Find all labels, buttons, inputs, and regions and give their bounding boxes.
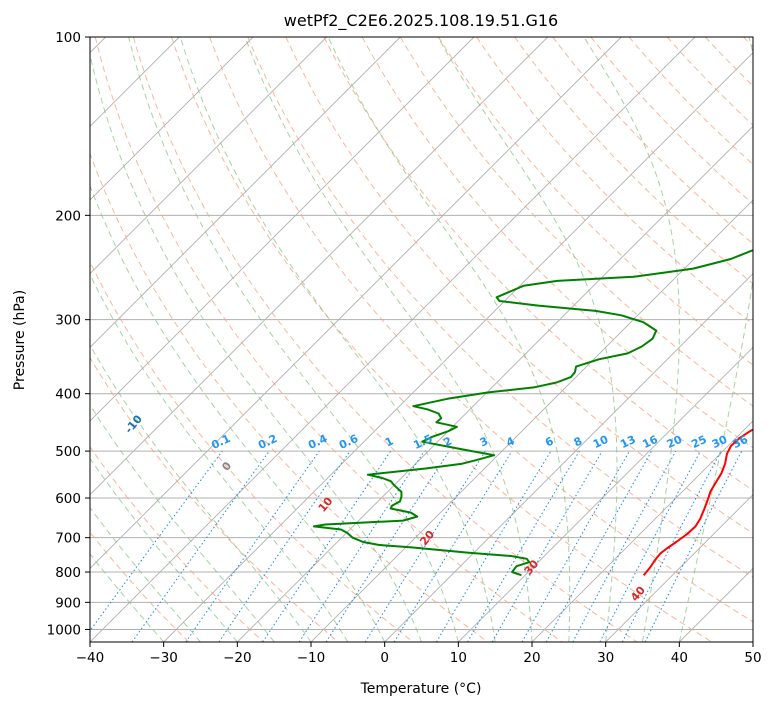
moist-adiabat-line xyxy=(128,37,459,642)
y-tick-label: 100 xyxy=(55,30,81,46)
moist-adiabat-line xyxy=(90,184,386,642)
dry-adiabat-line xyxy=(399,37,753,407)
moist-adiabat-line xyxy=(90,343,312,642)
isotherm-line xyxy=(531,420,753,642)
isotherm-line xyxy=(90,37,401,348)
x-tick-label: 10 xyxy=(450,650,467,666)
x-tick-label: −30 xyxy=(149,650,178,666)
isotherm-line xyxy=(90,37,548,496)
dry-adiabat-line xyxy=(361,37,753,449)
moist-adiabat-line xyxy=(678,37,753,642)
mixing-ratio-line xyxy=(521,450,630,642)
x-tick-label: 50 xyxy=(744,650,761,666)
mixing-ratio-line xyxy=(131,450,270,642)
moist-adiabat-line xyxy=(583,37,680,642)
mixing-ratio-label: 25 xyxy=(689,433,708,451)
isotherm-line xyxy=(90,37,327,275)
isotherm-line xyxy=(384,273,753,642)
mixing-ratio-label: 20 xyxy=(665,433,685,451)
x-tick-label: 0 xyxy=(380,650,389,666)
dry-adiabat-line xyxy=(285,37,753,535)
moist-adiabat-line xyxy=(90,553,165,642)
mixing-ratio-label: 30 xyxy=(710,433,730,451)
isotherm-line xyxy=(163,52,753,642)
mixing-ratio-line xyxy=(572,450,677,642)
moist-adiabat-line xyxy=(90,506,201,642)
mixing-ratio-label: 13 xyxy=(618,433,637,451)
isotherm-line xyxy=(90,37,622,569)
plot-frame xyxy=(89,36,754,643)
dry-adiabat-line xyxy=(590,37,753,205)
moist-adiabat-line xyxy=(90,404,275,642)
plot-area xyxy=(90,37,753,642)
dry-adiabat-line xyxy=(437,37,753,366)
y-tick-label: 600 xyxy=(55,491,81,507)
moist-adiabat-line xyxy=(90,273,349,642)
moist-adiabat-line xyxy=(179,37,496,642)
y-tick-label: 1000 xyxy=(47,622,81,638)
mixing-ratio-line xyxy=(218,450,351,642)
dry-adiabat-line xyxy=(94,37,563,642)
dry-adiabat-line xyxy=(90,260,414,642)
temperature-profile-line xyxy=(642,428,753,576)
y-tick-label: 700 xyxy=(55,531,81,547)
dry-adiabat-line xyxy=(171,37,712,642)
dry-adiabat-line xyxy=(247,37,753,578)
isotherm-line xyxy=(90,37,254,201)
dry-adiabat-line xyxy=(323,37,753,491)
dry-adiabat-line xyxy=(552,37,753,245)
mixing-ratio-label: 36 xyxy=(731,433,751,451)
mixing-ratio-line xyxy=(262,450,392,642)
y-tick-label: 400 xyxy=(55,387,81,403)
y-tick-label: 200 xyxy=(55,208,81,224)
isotherm-line xyxy=(90,37,475,422)
dry-adiabat-line xyxy=(209,37,753,623)
y-tick-label: 500 xyxy=(55,444,81,460)
mixing-ratio-line xyxy=(325,450,450,642)
dry-adiabat-line xyxy=(90,356,339,642)
x-tick-label: −10 xyxy=(297,650,326,666)
dry-adiabat-line xyxy=(90,446,264,642)
x-tick-label: 20 xyxy=(523,650,540,666)
isotherm-line xyxy=(237,125,753,642)
mixing-ratio-line xyxy=(298,450,425,642)
y-tick-label: 300 xyxy=(55,313,81,329)
moist-adiabat-line xyxy=(437,37,618,642)
moist-adiabat-line xyxy=(90,52,422,642)
x-axis-label: Temperature (°C) xyxy=(360,681,482,697)
x-tick-label: −40 xyxy=(76,650,105,666)
x-tick-label: 40 xyxy=(671,650,688,666)
y-tick-label: 800 xyxy=(55,565,81,581)
dry-adiabat-line xyxy=(132,37,638,642)
mixing-ratio-line xyxy=(90,450,223,632)
mixing-ratio-line xyxy=(644,450,743,642)
y-tick-label: 900 xyxy=(55,595,81,611)
x-tick-label: 30 xyxy=(597,650,614,666)
moist-adiabat-line xyxy=(90,457,238,642)
moist-adiabat-line xyxy=(327,37,571,642)
mixing-ratio-label: 10 xyxy=(591,433,611,451)
chart-title: wetPf2_C2E6.2025.108.19.51.G16 xyxy=(284,11,558,31)
mixing-ratio-line xyxy=(185,450,320,642)
dewpoint-profile-line xyxy=(312,249,753,577)
y-axis-label: Pressure (hPa) xyxy=(12,290,28,390)
mixing-ratio-line xyxy=(393,450,513,642)
isotherm-line xyxy=(605,494,753,642)
isotherm-line xyxy=(458,346,753,642)
x-tick-label: −20 xyxy=(223,650,252,666)
mixing-ratio-label: 16 xyxy=(640,433,660,451)
mixing-ratio-line xyxy=(545,450,653,642)
moist-adiabat-line xyxy=(244,37,533,642)
